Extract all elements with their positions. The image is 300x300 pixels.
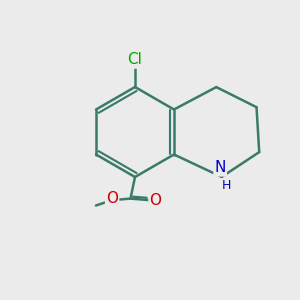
Text: Cl: Cl (128, 52, 142, 68)
Text: N: N (214, 160, 226, 175)
Text: H: H (221, 179, 231, 192)
Text: O: O (149, 193, 161, 208)
Text: O: O (106, 191, 118, 206)
